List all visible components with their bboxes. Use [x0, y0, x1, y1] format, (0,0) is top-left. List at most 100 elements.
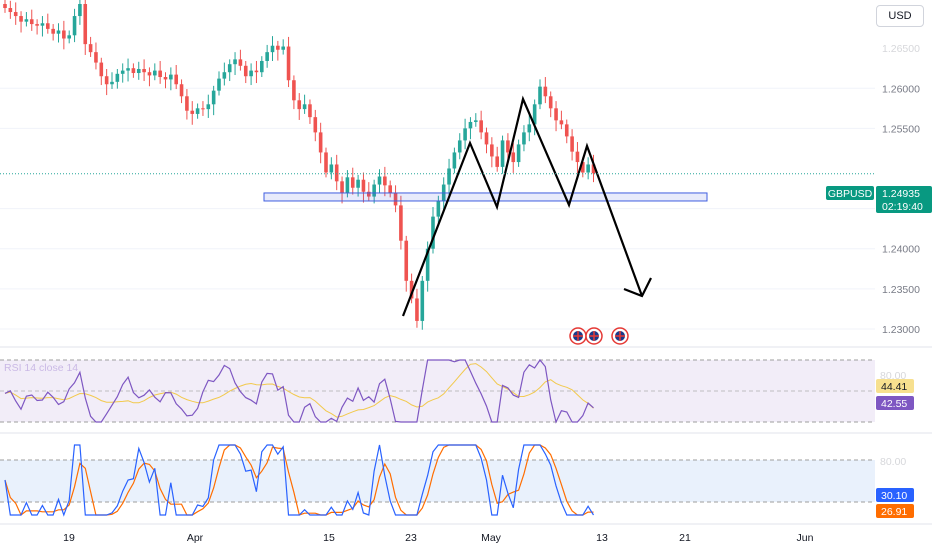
candle: [88, 36, 93, 57]
head-shoulders-drawing: [401, 95, 644, 317]
candle: [377, 169, 382, 194]
rsi-ma-label: 42.55: [881, 398, 907, 410]
candle: [532, 99, 537, 136]
rsi-pane[interactable]: RSI 14 close 14 80.00: [0, 358, 906, 424]
candle: [367, 182, 371, 202]
rsi-value-label: 44.41: [881, 381, 907, 393]
candle: [265, 44, 269, 68]
candle: [163, 72, 168, 89]
stoch-k-tag: 30.10: [876, 488, 914, 502]
candle: [13, 2, 18, 25]
candle: [302, 94, 307, 114]
candle: [559, 110, 564, 130]
time-tick-label: Jun: [797, 532, 814, 544]
uk-flag-event-icon[interactable]: [569, 327, 587, 345]
rsi-ma-line: [4, 363, 594, 418]
candle: [67, 30, 71, 44]
rsi-line: [4, 358, 594, 424]
event-icons[interactable]: [569, 327, 629, 345]
candle: [94, 42, 98, 70]
candle: [51, 24, 55, 41]
candle: [522, 125, 526, 152]
candle: [586, 157, 590, 180]
time-tick-label: 19: [63, 532, 75, 544]
candle: [393, 185, 398, 213]
candle: [142, 59, 146, 82]
main-pane[interactable]: [0, 0, 875, 345]
candle: [254, 60, 259, 84]
time-axis[interactable]: 19 Apr 15 23 May 13 21 Jun: [63, 532, 813, 544]
price-tick-label: 1.23000: [882, 324, 920, 336]
countdown-label: 02:19:40: [882, 201, 923, 213]
candle: [35, 19, 39, 35]
candle: [495, 146, 499, 172]
candle: [318, 122, 323, 164]
rsi-legend: RSI 14 close 14: [4, 362, 78, 374]
candle: [276, 40, 280, 61]
candle: [260, 56, 264, 78]
candle: [40, 16, 45, 37]
candle: [201, 101, 205, 116]
candle: [527, 114, 532, 142]
candle: [490, 137, 494, 168]
candle: [62, 20, 66, 50]
candle: [126, 58, 130, 82]
candle: [308, 99, 312, 124]
candle: [131, 63, 136, 78]
candle: [313, 109, 318, 142]
candle: [404, 235, 409, 292]
candle: [46, 13, 50, 34]
candle: [591, 154, 596, 183]
stoch-pane[interactable]: 80.00: [0, 444, 906, 517]
currency-button[interactable]: USD: [876, 5, 924, 27]
candle: [217, 71, 221, 96]
candle: [516, 139, 521, 167]
last-price-tag: 1.24935 02:19:40: [876, 186, 932, 213]
candle: [554, 101, 558, 132]
candle: [3, 0, 7, 13]
stoch-faded-tick: 80.00: [880, 456, 906, 468]
arrowhead-drawing: [623, 277, 652, 298]
candle: [543, 77, 548, 104]
candle: [436, 195, 441, 224]
candle: [238, 49, 243, 71]
candle: [479, 110, 483, 140]
candle: [468, 117, 473, 140]
candle: [388, 180, 392, 198]
time-tick-label: Apr: [187, 532, 204, 544]
uk-flag-event-icon[interactable]: [585, 327, 603, 345]
candle: [78, 0, 82, 25]
candle: [334, 154, 339, 191]
time-tick-label: 13: [596, 532, 608, 544]
time-tick-label: 23: [405, 532, 417, 544]
candle: [457, 133, 462, 160]
price-axis[interactable]: 1.260001.255001.245001.240001.235001.230…: [882, 3, 920, 336]
candle: [174, 64, 178, 90]
price-tick-label-faded: 1.26500: [882, 43, 920, 55]
stoch-d-tag: 26.91: [876, 504, 914, 518]
support-zone: [263, 192, 708, 202]
candle: [233, 52, 237, 76]
candle: [120, 63, 125, 83]
candle: [206, 94, 211, 118]
time-tick-label: May: [481, 532, 502, 544]
price-tick-label: 1.26000: [882, 83, 920, 95]
uk-flag-event-icon[interactable]: [611, 327, 629, 345]
candle: [185, 89, 189, 120]
candle: [56, 23, 61, 43]
candle: [72, 8, 77, 43]
time-tick-label: 21: [679, 532, 691, 544]
last-price-label: 1.24935: [882, 188, 920, 200]
stoch-d-label: 26.91: [881, 506, 907, 518]
candle: [147, 67, 152, 87]
candle: [110, 72, 114, 90]
candle: [292, 75, 296, 110]
candle: [484, 127, 489, 154]
candle: [19, 11, 23, 33]
candle: [104, 69, 109, 96]
candle: [447, 158, 451, 196]
candle: [169, 67, 173, 91]
candle: [83, 0, 88, 55]
price-tick-label: 1.24000: [882, 244, 920, 256]
